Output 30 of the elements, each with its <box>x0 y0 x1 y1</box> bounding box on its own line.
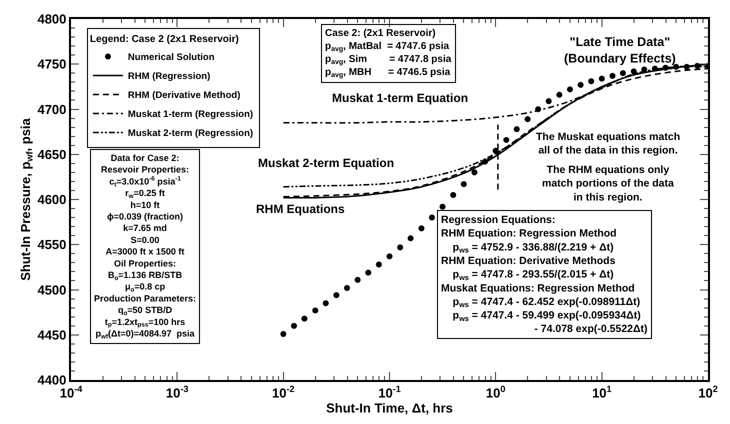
y-tick-label: 4750 <box>37 56 66 72</box>
y-tick-label: 4550 <box>37 237 66 252</box>
legend-title: Legend: Case 2 (2x1 Reservoir) <box>90 34 239 46</box>
y-tick-label: 4700 <box>37 102 66 117</box>
legend-label: RHM (Derivative Method) <box>128 90 240 102</box>
x-tick-label: 10$^{2}$ <box>698 384 718 401</box>
legend-label: Muskat 1-term (Regression) <box>128 109 254 120</box>
annotation: RHM Equations <box>256 202 345 216</box>
x-tick-label: 10$^{1}$ <box>592 384 612 401</box>
x-tick-label: 10$^{-2}$ <box>272 384 295 401</box>
y-tick-label: 4600 <box>37 192 66 208</box>
y-tick-label: 4450 <box>37 327 66 342</box>
y-tick-label: 4800 <box>37 12 66 27</box>
x-tick-label: 10$^{-1}$ <box>378 384 401 401</box>
legend-label: Muskat 2-term (Regression) <box>128 128 254 140</box>
annotation: The RHM equations only match portions of the data in this region. <box>542 164 674 204</box>
y-tick-label: 4500 <box>37 282 66 298</box>
annotation: The Muskat equations match all of the data in this region. <box>536 131 680 157</box>
annotation: Muskat 1-term Equation <box>332 91 468 105</box>
text: Regression Equations: RHM Equation: Regression Method p$_{ws}$ = 4752.9 - 336.88/(2.219 + Δt) RHM Equation: Derivative Methods p$_{ws}$ = 4747.8 - 293.55/(2.015 + Δt) Muskat Equations: Regression Method p$_{ws}$ = 4747.4 - 62.452 exp(-0.098911Δt) p$_{ws}$ = 4747.4 - 59.499 exp(-0.095934Δt) - 74.078 exp(-0.5522Δt) <box>441 214 648 336</box>
x-tick-label: 10$^{0}$ <box>486 384 506 401</box>
x-axis-title: Shut-In Time, Δt, hrs <box>326 400 453 416</box>
y-tick-label: 4650 <box>37 146 66 162</box>
text: Case 2: (2x1 Reservoir) p$_{avg}$, MatBal = 4747.6 psia p$_{avg}$, Sim = 4747.8 psia p$_{avg}$, MBH = 4746.5 psia <box>325 28 452 80</box>
annotation: Muskat 2-term Equation <box>258 156 394 170</box>
x-tick-label: 10$^{-3}$ <box>166 384 188 401</box>
annotation: "Late Time Data" (Boundary Effects) <box>564 35 676 66</box>
legend-label: Numerical Solution <box>128 52 215 64</box>
legend-label: RHM (Regression) <box>128 71 210 82</box>
text: Data for Case 2: Resevoir Properties: c$_{t}$=3.0x10$^{-6}$ psia$^{-1}$ r$_{w}$=0.25 ft h=10 ft ϕ=0.039 (fraction) k=7.65 md S=0.00 A=3000 ft x 1500 ft Oil Properties: B$_{o}$=1.136 RB/STB μ$_{o}$=0.8 cp Production Parameters: q$_{o}$=50 STB/D t$_{p}$=1.2xt$_{pss}$=100 hrs p$_{wf}$(Δt=0)=4084.97 psia <box>94 153 196 340</box>
